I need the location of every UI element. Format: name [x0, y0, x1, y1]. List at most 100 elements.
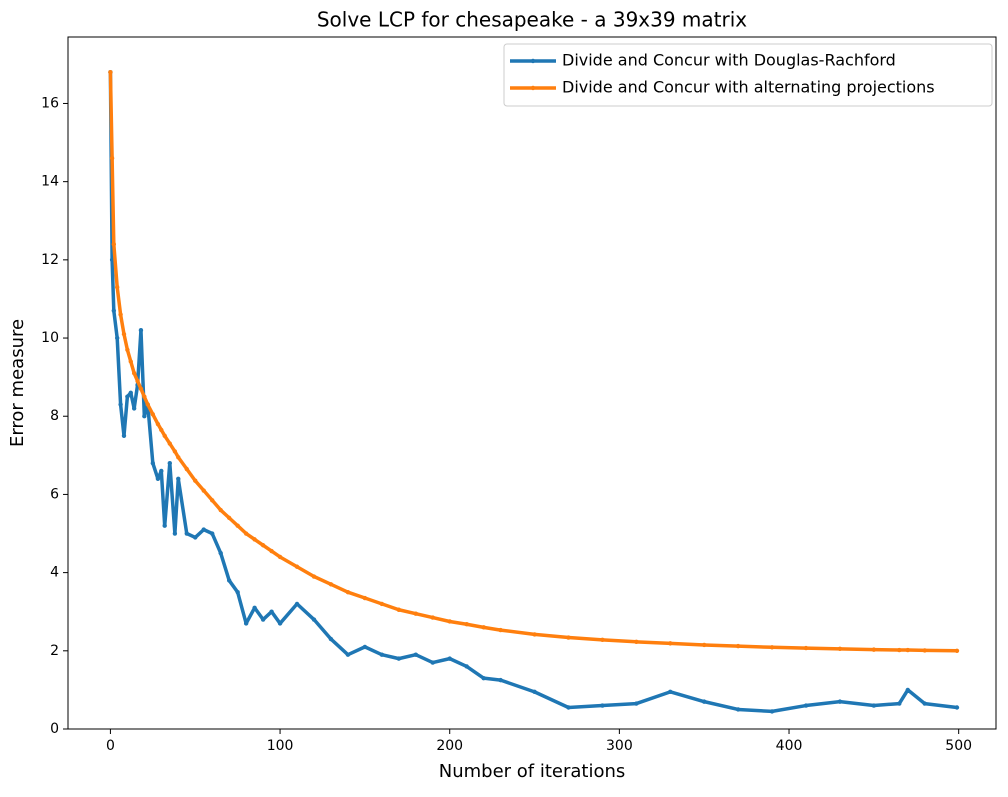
point [447, 656, 452, 661]
point [176, 455, 181, 460]
point [566, 635, 571, 640]
point [413, 652, 418, 657]
x-tick-label: 500 [945, 738, 972, 754]
point [897, 647, 902, 653]
point [176, 476, 181, 481]
point [118, 402, 123, 407]
y-axis-label: Error measure [7, 319, 28, 447]
point [269, 548, 274, 554]
point [447, 619, 452, 624]
point [498, 677, 503, 683]
point [634, 639, 639, 645]
x-tick-label: 200 [436, 738, 463, 754]
x-axis-label: Number of iterations [439, 761, 626, 782]
point [954, 648, 960, 654]
point [111, 242, 117, 247]
point [138, 328, 144, 333]
point [362, 644, 368, 650]
y-tick-label: 6 [50, 486, 59, 502]
point [145, 402, 150, 407]
point [311, 574, 317, 579]
point [566, 705, 571, 710]
point [345, 652, 351, 657]
point [905, 647, 910, 653]
point [600, 637, 605, 643]
point [235, 523, 240, 528]
point [668, 689, 673, 695]
point [897, 701, 902, 706]
point [260, 617, 266, 622]
point [905, 687, 910, 693]
point [114, 285, 120, 290]
point [131, 371, 137, 376]
point [269, 609, 274, 614]
point [150, 460, 156, 466]
point [837, 699, 843, 704]
point [532, 632, 537, 637]
point [252, 605, 257, 611]
point [159, 468, 164, 474]
point [735, 707, 741, 712]
point [252, 537, 257, 542]
series [108, 69, 960, 654]
point [210, 531, 215, 536]
legend-marker [530, 58, 536, 64]
y-tick-label: 2 [50, 643, 59, 659]
point [260, 543, 266, 548]
point [803, 645, 809, 651]
point [201, 527, 206, 532]
point [362, 595, 368, 601]
point [167, 460, 172, 466]
point [701, 642, 707, 648]
point [954, 705, 960, 710]
point [184, 531, 189, 536]
point [379, 601, 385, 607]
plot-frame [67, 36, 997, 730]
chart-title: Solve LCP for chesapeake - a 39x39 matri… [317, 8, 747, 32]
point [162, 523, 167, 528]
point [328, 582, 334, 587]
point [769, 645, 775, 650]
legend-box [503, 43, 993, 107]
point [430, 615, 435, 620]
point [243, 621, 249, 626]
point [345, 589, 351, 595]
point [184, 466, 189, 472]
point [128, 359, 133, 364]
point [328, 636, 334, 642]
point [277, 554, 283, 560]
point [155, 476, 161, 481]
point [125, 347, 130, 352]
point [193, 535, 198, 540]
point [498, 627, 503, 633]
y-tick-label: 8 [50, 408, 59, 424]
point [135, 378, 140, 384]
point [150, 412, 156, 417]
point [226, 578, 232, 583]
point [481, 625, 486, 630]
point [735, 643, 741, 649]
point [162, 433, 167, 438]
point [769, 709, 775, 714]
series [108, 69, 960, 714]
point [634, 701, 639, 706]
point [413, 611, 418, 616]
point [294, 564, 300, 569]
point [922, 701, 927, 706]
y-tick-label: 14 [41, 174, 59, 190]
legend-marker [530, 85, 536, 91]
x-tick-label: 300 [606, 738, 633, 754]
point [121, 331, 127, 337]
y-tick-label: 12 [41, 252, 59, 268]
y-tick-label: 0 [50, 721, 59, 737]
point [396, 656, 402, 661]
point [837, 646, 843, 652]
point [294, 601, 300, 607]
point [430, 660, 435, 665]
point [167, 441, 172, 446]
y-tick-label: 16 [41, 95, 59, 111]
point [201, 488, 206, 493]
point [218, 550, 223, 556]
point [172, 531, 178, 536]
point [532, 689, 537, 695]
